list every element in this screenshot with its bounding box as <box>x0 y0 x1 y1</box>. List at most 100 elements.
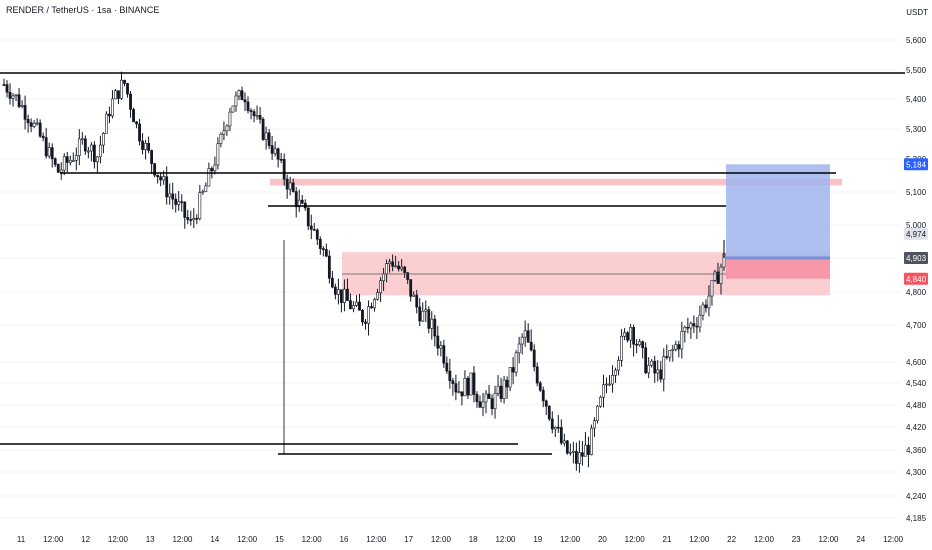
candle-body <box>99 144 102 158</box>
candle-body <box>62 156 66 171</box>
price-tick-label: 4,420 <box>906 423 927 432</box>
candle-body <box>547 405 551 420</box>
candle-body <box>32 122 36 127</box>
candle-body <box>53 158 57 165</box>
time-tick-label: 20 <box>598 535 607 544</box>
time-tick-label: 12:00 <box>108 535 129 544</box>
candle-body <box>388 261 392 264</box>
candle-body <box>511 367 515 373</box>
price-tick-label: 5,400 <box>906 95 927 104</box>
candle-body <box>406 272 410 280</box>
candle-body <box>367 306 370 324</box>
symbol-title[interactable]: RENDER / TetherUS · 1sa · BINANCE <box>6 5 160 15</box>
candle-body <box>276 148 280 160</box>
candle-body <box>95 156 99 163</box>
candle-body <box>370 306 373 309</box>
candle-body <box>330 277 334 288</box>
candle-body <box>538 382 542 391</box>
target-zone <box>726 164 830 258</box>
candle-body <box>234 95 238 107</box>
candle-body <box>502 379 506 399</box>
candle-body <box>327 255 331 279</box>
candle-body <box>562 440 566 444</box>
candle-body <box>599 396 602 407</box>
candle-body <box>144 142 147 150</box>
candle-body <box>183 201 187 218</box>
candle-body <box>466 377 470 396</box>
time-tick-label: 18 <box>469 535 478 544</box>
candle-body <box>17 94 21 107</box>
candle-body <box>120 79 123 99</box>
candle-body <box>171 193 175 200</box>
price-tick-label: 5,100 <box>906 188 927 197</box>
candle-body <box>556 426 560 429</box>
candle-body <box>568 451 572 454</box>
candle-body <box>581 452 584 457</box>
candle-body <box>14 94 18 97</box>
candle-body <box>376 292 379 300</box>
candle-body <box>249 110 253 112</box>
candle-body <box>237 90 241 97</box>
time-tick-label: 14 <box>210 535 219 544</box>
candle-body <box>620 335 623 361</box>
time-tick-label: 12:00 <box>302 535 323 544</box>
candle-body <box>132 109 135 123</box>
candle-body <box>177 201 181 205</box>
candle-body <box>433 318 437 337</box>
time-tick-label: 15 <box>275 535 284 544</box>
candle-body <box>656 369 660 374</box>
candle-body <box>611 374 614 385</box>
price-badge-label: 5,184 <box>906 160 927 169</box>
candle-body <box>704 304 708 309</box>
candle-body <box>89 144 93 152</box>
candle-body <box>523 330 527 338</box>
candle-body <box>216 143 220 166</box>
candle-body <box>544 400 548 407</box>
currency-label[interactable]: USDT <box>906 8 928 17</box>
candle-body <box>614 369 617 376</box>
candle-body <box>86 150 90 153</box>
candle-body <box>701 304 705 316</box>
price-tick-label: 5,000 <box>906 221 927 230</box>
candle-body <box>285 178 289 190</box>
candle-body <box>44 137 48 157</box>
candle-body <box>240 90 244 101</box>
candle-body <box>38 122 42 137</box>
candle-body <box>228 111 232 127</box>
time-tick-label: 12:00 <box>689 535 710 544</box>
candle-body <box>671 348 675 351</box>
candle-body <box>415 294 419 308</box>
candle-body <box>129 93 132 110</box>
candle-body <box>92 144 96 163</box>
candle-body <box>189 219 193 221</box>
time-tick-label: 12:00 <box>625 535 646 544</box>
candle-body <box>553 426 557 430</box>
candle-body <box>105 113 108 134</box>
candle-body <box>394 265 398 268</box>
candle-body <box>629 327 633 341</box>
candle-body <box>574 451 578 464</box>
candle-body <box>71 160 75 162</box>
time-tick-label: 19 <box>533 535 542 544</box>
candle-body <box>35 122 39 125</box>
price-badge <box>904 272 928 285</box>
price-badge <box>904 227 928 240</box>
candle-body <box>117 90 120 99</box>
candle-body <box>457 391 461 394</box>
time-tick-label: 12 <box>81 535 90 544</box>
candle-body <box>617 360 620 371</box>
candle-body <box>707 295 711 309</box>
candle-body <box>207 168 211 187</box>
candle-body <box>716 271 720 284</box>
candle-body <box>550 418 554 430</box>
candle-body <box>213 164 217 172</box>
candle-body <box>391 261 395 267</box>
candle-body <box>267 132 271 146</box>
candle-body <box>469 372 473 396</box>
price-badge <box>904 158 928 171</box>
candle-body <box>719 266 723 284</box>
candle-body <box>653 360 657 374</box>
candle-body <box>135 121 138 125</box>
price-tick-label: 4,185 <box>906 514 927 523</box>
